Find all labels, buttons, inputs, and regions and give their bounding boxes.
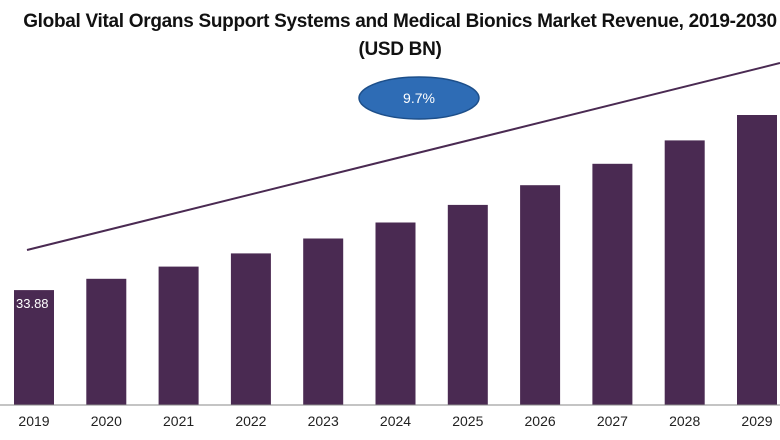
x-axis-labels: 2019 2020 2021 2022 2023 2024 2025 2026 2027 2028… [18,413,772,429]
bar-2022 [230,253,271,405]
x-tick-label: 2026 [525,413,556,429]
bar-2020 [86,278,127,405]
x-tick-label: 2027 [597,413,628,429]
bars-group [14,115,777,405]
chart-title: Global Vital Organs Support Systems and … [23,11,777,60]
x-tick-label: 2023 [308,413,339,429]
x-tick-label: 2024 [380,413,411,429]
bar-2027 [592,163,633,405]
bar-2024 [375,222,416,405]
x-tick-label: 2029 [741,413,772,429]
x-tick-label: 2028 [669,413,700,429]
data-label: 33.88 [16,296,49,311]
data-labels: 33.88 [16,296,49,311]
cagr-label: 9.7% [403,90,435,106]
cagr-ellipse [358,76,480,120]
bar-2021 [158,266,199,405]
x-tick-label: 2025 [452,413,483,429]
bar-2028 [664,140,705,405]
x-tick-label: 2021 [163,413,194,429]
trend-line [26,62,780,251]
bar-2019 [14,290,54,405]
bar-2029 [737,115,777,405]
x-tick-label: 2020 [91,413,122,429]
bar-2023 [303,238,344,405]
bar-2026 [520,185,561,405]
x-tick-label: 2022 [235,413,266,429]
bar-2025 [447,204,488,405]
x-tick-label: 2019 [18,413,49,429]
